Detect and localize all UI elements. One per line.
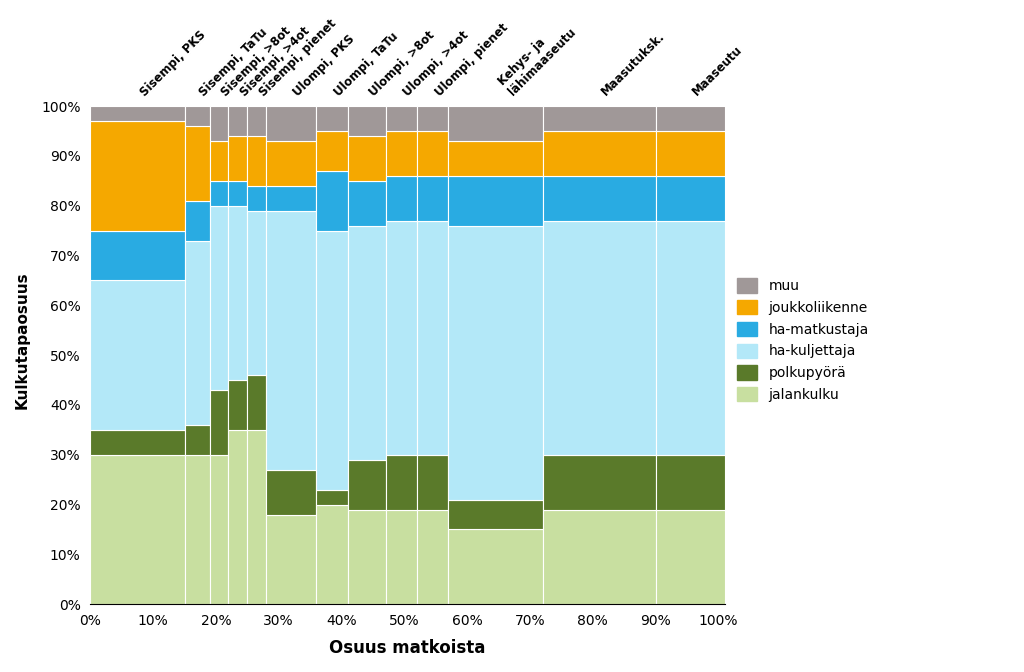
Text: Sisempi, pienet: Sisempi, pienet — [257, 17, 339, 99]
Text: Maasutuksk.: Maasutuksk. — [599, 30, 668, 99]
Bar — [543, 106, 655, 131]
Bar — [348, 106, 385, 136]
Text: Ulompi, PKS: Ulompi, PKS — [291, 32, 357, 99]
Text: Ulompi, TaTu: Ulompi, TaTu — [332, 30, 401, 99]
Bar — [385, 220, 417, 455]
Bar — [655, 220, 725, 455]
Legend: muu, joukkoliikenne, ha-matkustaja, ha-kuljettaja, polkupyörä, jalankulku: muu, joukkoliikenne, ha-matkustaja, ha-k… — [731, 273, 874, 407]
Bar — [316, 230, 348, 490]
Bar — [385, 131, 417, 176]
Bar — [210, 390, 228, 455]
Bar — [90, 230, 184, 280]
Bar — [543, 455, 655, 509]
Bar — [316, 106, 348, 131]
Bar — [248, 136, 266, 185]
Bar — [385, 455, 417, 509]
Bar — [417, 106, 449, 131]
Bar — [228, 380, 248, 430]
Bar — [248, 211, 266, 375]
Text: Sisempi, TaTu: Sisempi, TaTu — [197, 26, 270, 99]
Bar — [348, 136, 385, 181]
Bar — [248, 430, 266, 604]
Bar — [655, 509, 725, 604]
Bar — [90, 430, 184, 455]
Bar — [90, 106, 184, 121]
Bar — [210, 206, 228, 390]
Bar — [210, 455, 228, 604]
Bar — [655, 106, 725, 131]
Text: Maaseutu: Maaseutu — [690, 44, 745, 99]
Bar — [655, 131, 725, 176]
Bar — [385, 106, 417, 131]
Bar — [184, 201, 210, 241]
Bar — [655, 455, 725, 509]
Bar — [348, 460, 385, 509]
Bar — [90, 121, 184, 230]
Bar — [248, 106, 266, 136]
Text: Sisempi, >8ot: Sisempi, >8ot — [219, 24, 294, 99]
Bar — [184, 106, 210, 126]
Bar — [449, 530, 543, 604]
Text: Sisempi, PKS: Sisempi, PKS — [137, 28, 208, 99]
Bar — [417, 455, 449, 509]
Bar — [228, 206, 248, 380]
X-axis label: Osuus matkoista: Osuus matkoista — [330, 639, 485, 657]
Bar — [385, 509, 417, 604]
Bar — [210, 181, 228, 206]
Bar — [316, 171, 348, 230]
Bar — [228, 181, 248, 206]
Bar — [348, 226, 385, 460]
Text: Ulompi, pienet: Ulompi, pienet — [432, 21, 511, 99]
Bar — [90, 455, 184, 604]
Bar — [210, 106, 228, 141]
Text: Sisempi, >4ot: Sisempi, >4ot — [238, 24, 312, 99]
Bar — [417, 509, 449, 604]
Bar — [266, 106, 316, 141]
Bar — [316, 131, 348, 171]
Bar — [543, 131, 655, 176]
Bar — [248, 185, 266, 211]
Bar — [417, 220, 449, 455]
Text: Kehys- ja
lähimaaseutu: Kehys- ja lähimaaseutu — [496, 15, 579, 99]
Bar — [449, 499, 543, 530]
Bar — [266, 470, 316, 515]
Bar — [266, 185, 316, 211]
Bar — [316, 490, 348, 505]
Bar — [248, 375, 266, 430]
Bar — [266, 211, 316, 470]
Text: Ulompi, >8ot: Ulompi, >8ot — [367, 28, 437, 99]
Bar — [90, 280, 184, 430]
Bar — [184, 126, 210, 201]
Bar — [228, 136, 248, 181]
Bar — [449, 176, 543, 226]
Bar — [543, 176, 655, 220]
Bar — [348, 181, 385, 226]
Bar — [543, 220, 655, 455]
Bar — [228, 430, 248, 604]
Bar — [449, 141, 543, 176]
Bar — [316, 505, 348, 604]
Bar — [184, 455, 210, 604]
Bar — [348, 509, 385, 604]
Text: Ulompi, >4ot: Ulompi, >4ot — [401, 28, 472, 99]
Bar — [449, 226, 543, 499]
Bar — [228, 106, 248, 136]
Bar — [266, 515, 316, 604]
Bar — [417, 131, 449, 176]
Y-axis label: Kulkutapaosuus: Kulkutapaosuus — [15, 271, 30, 409]
Bar — [543, 509, 655, 604]
Bar — [184, 425, 210, 455]
Bar — [417, 176, 449, 220]
Bar — [385, 176, 417, 220]
Bar — [184, 241, 210, 425]
Bar — [655, 176, 725, 220]
Bar — [449, 106, 543, 141]
Bar — [210, 141, 228, 181]
Bar — [266, 141, 316, 185]
